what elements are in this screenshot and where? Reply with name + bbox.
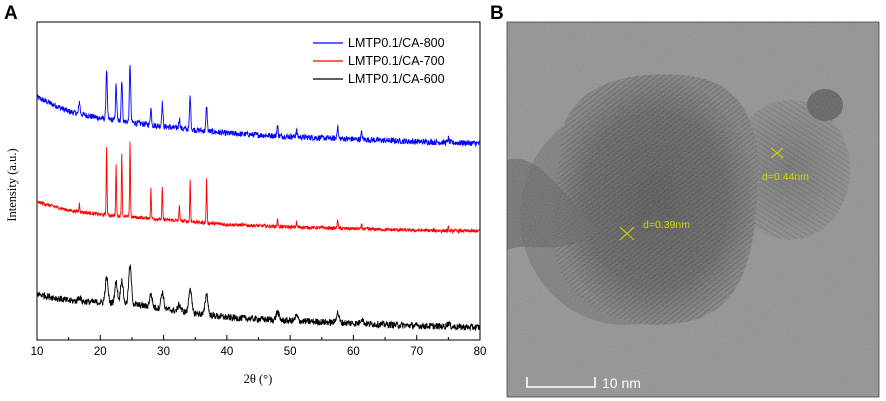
series-line-lmtp0-1-ca-800 xyxy=(37,65,480,148)
panel-b-letter: B xyxy=(490,3,504,24)
panel-a-letter: A xyxy=(4,3,18,24)
xrd-chart: 10 20 30 40 50 60 70 80 2θ (°) Intensity (a.u.)… xyxy=(5,21,487,386)
plot-frame xyxy=(36,21,481,341)
x-tick-label-30: 30 xyxy=(157,346,170,358)
tem-micrograph: d=0.39nm d=0.44nm 10 nm xyxy=(507,22,879,397)
x-tick-label-80: 80 xyxy=(474,346,487,358)
x-tick-label-50: 50 xyxy=(284,346,297,358)
series-line-lmtp0-1-ca-600 xyxy=(37,264,480,332)
d-spacing-label-2: d=0.44nm xyxy=(762,171,809,183)
x-axis-ticks: 10 20 30 40 50 60 70 80 xyxy=(31,335,487,358)
x-tick-label-20: 20 xyxy=(94,346,107,358)
x-axis-title: 2θ (°) xyxy=(244,372,273,386)
x-tick-label-70: 70 xyxy=(410,346,423,358)
legend-label-ca700: LMTP0.1/CA-700 xyxy=(348,54,445,68)
tem-noise xyxy=(507,22,879,397)
y-axis-title: Intensity (a.u.) xyxy=(5,148,19,221)
legend: LMTP0.1/CA-800 LMTP0.1/CA-700 LMTP0.1/CA… xyxy=(313,36,445,86)
x-tick-label-40: 40 xyxy=(220,346,233,358)
scale-bar xyxy=(526,377,596,388)
measure-marker-2-cross xyxy=(770,147,784,159)
scale-bar-label: 10 nm xyxy=(602,375,641,391)
x-tick-label-60: 60 xyxy=(347,346,360,358)
series-layer xyxy=(37,65,480,332)
legend-label-ca800: LMTP0.1/CA-800 xyxy=(348,36,445,50)
series-line-lmtp0-1-ca-700 xyxy=(37,141,480,235)
d-spacing-label-1: d=0.39nm xyxy=(643,219,690,231)
legend-label-ca600: LMTP0.1/CA-600 xyxy=(348,72,445,86)
tem-frame xyxy=(506,21,880,398)
x-tick-label-10: 10 xyxy=(31,346,44,358)
measure-marker-1-cross xyxy=(619,226,635,241)
